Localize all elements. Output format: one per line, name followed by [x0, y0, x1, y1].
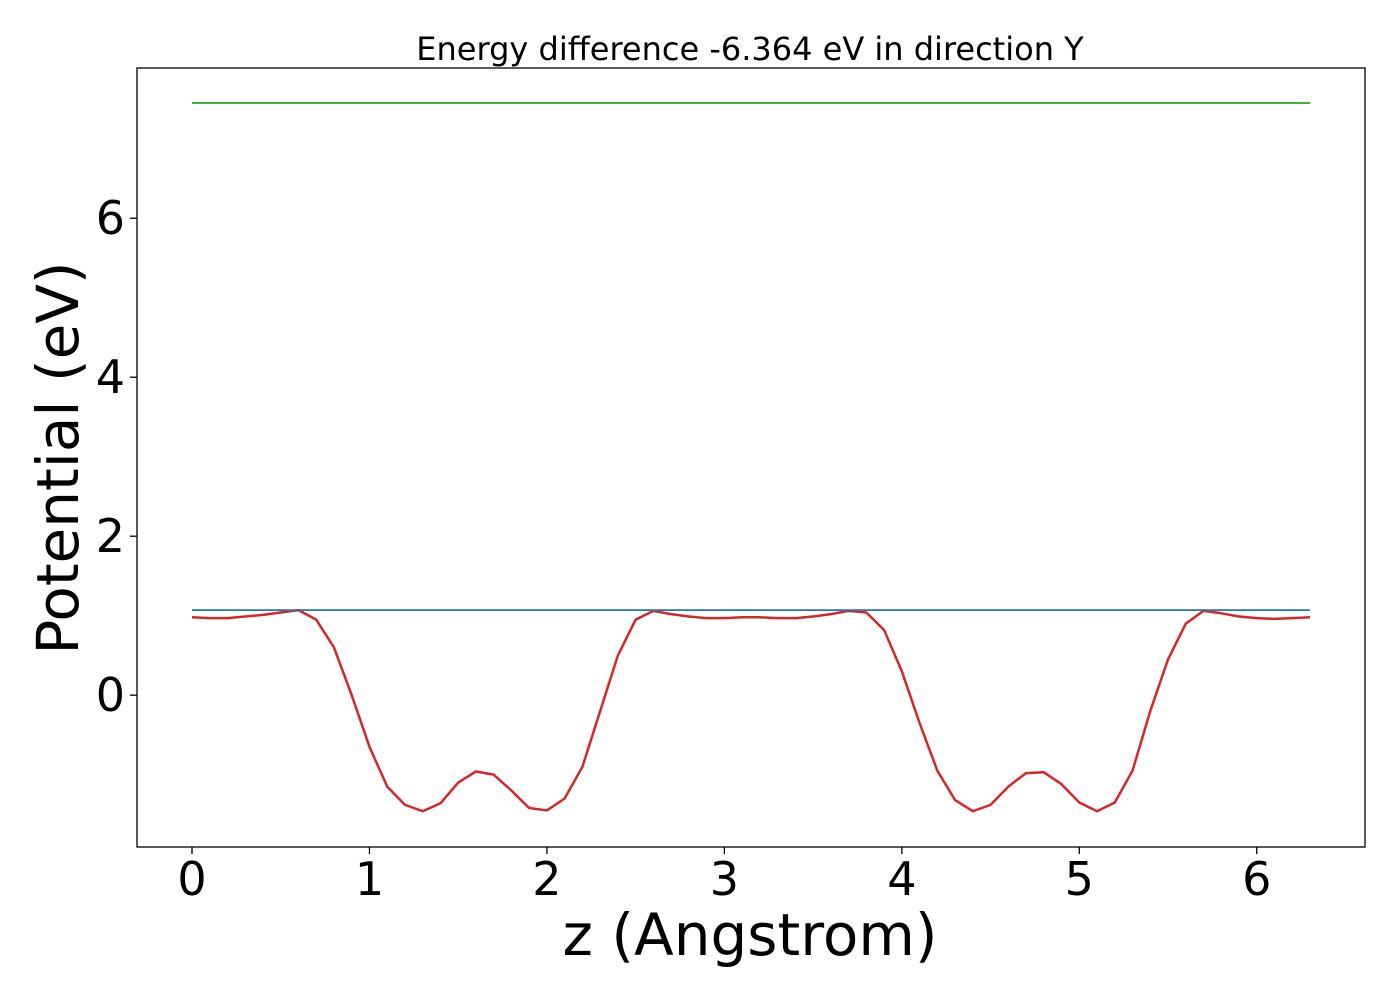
x-tick-label: 4	[887, 852, 916, 906]
chart-title: Energy difference -6.364 eV in direction…	[416, 30, 1084, 68]
x-tick-label: 1	[355, 852, 384, 906]
x-tick-label: 3	[710, 852, 739, 906]
x-axis-label: z (Angstrom)	[563, 901, 938, 969]
x-tick-label: 2	[532, 852, 561, 906]
y-tick-label: 2	[96, 509, 125, 563]
y-axis: 0 2 4 6	[96, 191, 137, 722]
x-axis: 0 1 2 3 4 5 6	[177, 847, 1271, 906]
x-tick-label: 6	[1242, 852, 1271, 906]
plot-frame	[136, 67, 1366, 848]
x-tick-label: 0	[177, 852, 206, 906]
plot-area	[191, 102, 1311, 813]
y-tick-label: 6	[96, 191, 125, 245]
y-tick-label: 4	[96, 350, 125, 404]
y-tick-label: 0	[96, 668, 125, 722]
y-axis-label: Potential (eV)	[24, 261, 92, 654]
x-tick-label: 5	[1065, 852, 1094, 906]
series-line-0	[191, 608, 1311, 813]
